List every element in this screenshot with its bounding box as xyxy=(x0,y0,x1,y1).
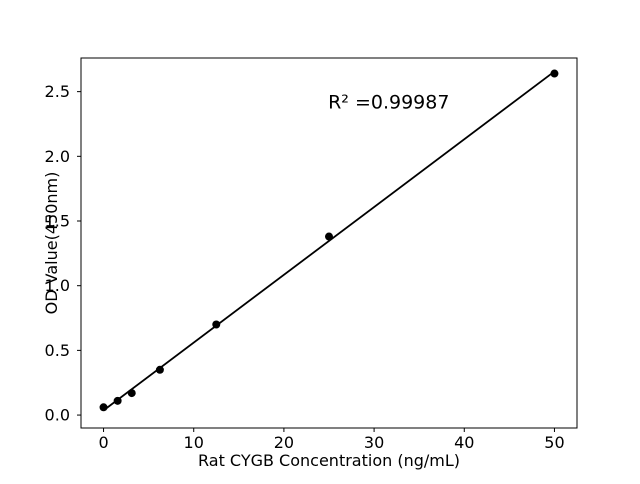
data-point xyxy=(212,320,221,329)
y-axis-label: OD Value(450nm) xyxy=(42,172,61,315)
x-tick-label: 30 xyxy=(364,433,384,452)
x-tick-label: 40 xyxy=(454,433,474,452)
x-tick-label: 50 xyxy=(544,433,564,452)
y-tick-label: 0.0 xyxy=(45,406,70,425)
data-point xyxy=(127,389,136,398)
y-tick-label: 0.5 xyxy=(45,341,70,360)
plot-border xyxy=(80,57,578,429)
data-point xyxy=(113,396,122,405)
y-tick-label: 2.0 xyxy=(45,147,70,166)
y-tick-label: 2.5 xyxy=(45,82,70,101)
x-tick-label: 20 xyxy=(274,433,294,452)
x-tick-label: 10 xyxy=(184,433,204,452)
data-point xyxy=(325,232,333,241)
x-tick-label: 0 xyxy=(98,433,108,452)
data-point xyxy=(99,403,108,412)
y-tick-label: 1.5 xyxy=(45,212,70,231)
data-point xyxy=(550,69,559,78)
y-tick-label: 1.0 xyxy=(45,276,70,295)
fit-line xyxy=(103,70,555,412)
plot-area: 0 10 20 30 40 50 0.0 0.5 1.0 1.5 2.0 2.5 xyxy=(45,57,578,452)
data-point xyxy=(155,365,164,374)
r-squared-annotation: R² =0.99987 xyxy=(328,91,449,113)
x-axis-label: Rat CYGB Concentration (ng/mL) xyxy=(198,451,460,470)
